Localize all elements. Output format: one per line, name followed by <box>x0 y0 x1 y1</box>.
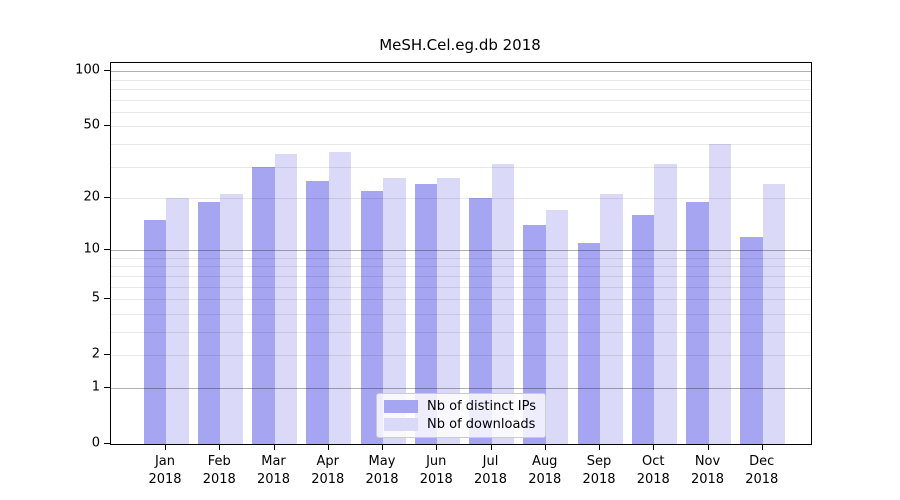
bar-distinct-ips <box>740 236 763 444</box>
x-tick <box>544 444 546 450</box>
legend-swatch-distinct-ips <box>384 400 419 413</box>
bar-distinct-ips <box>577 243 600 444</box>
x-tick-label: Jun 2018 <box>419 454 453 487</box>
legend-label-downloads: Nb of downloads <box>427 417 536 432</box>
y-tick-label: 2 <box>91 346 100 362</box>
y-tick <box>104 386 110 388</box>
x-tick <box>707 444 709 450</box>
y-tick <box>104 70 110 72</box>
x-tick-label: May 2018 <box>365 454 399 487</box>
y-tick <box>104 354 110 356</box>
y-tick-label: 50 <box>83 117 100 133</box>
legend-label-distinct-ips: Nb of distinct IPs <box>427 399 536 414</box>
bar-downloads <box>383 177 406 444</box>
x-tick-label: Mar 2018 <box>256 454 291 487</box>
bar-downloads <box>708 143 731 444</box>
bar-distinct-ips <box>197 201 221 444</box>
x-tick <box>436 444 438 450</box>
y-tick-label: 0 <box>91 435 100 451</box>
x-tick <box>327 444 329 450</box>
x-tick <box>382 444 383 450</box>
bar-distinct-ips <box>523 225 546 444</box>
y-tick-label: 5 <box>91 290 100 306</box>
y-tick-label: 1 <box>91 379 100 395</box>
bar-downloads <box>437 177 460 444</box>
x-tick-label: Dec 2018 <box>745 454 779 487</box>
legend-swatch-downloads <box>384 418 419 431</box>
y-tick <box>104 443 110 444</box>
bar-distinct-ips <box>360 190 383 444</box>
bar-downloads <box>491 163 514 444</box>
chart-title: MeSH.Cel.eg.db 2018 <box>379 36 541 54</box>
bar-downloads <box>600 194 623 444</box>
y-tick-label: 20 <box>83 189 100 205</box>
y-tick <box>104 197 110 198</box>
legend-entry-downloads: Nb of downloads <box>384 417 536 432</box>
bar-distinct-ips <box>631 215 655 444</box>
x-tick-label: Jan 2018 <box>148 454 182 487</box>
bar-downloads <box>274 154 297 444</box>
bar-distinct-ips <box>469 198 492 444</box>
bar-downloads <box>166 198 189 444</box>
y-tick-label: 100 <box>75 62 100 78</box>
bar-distinct-ips <box>414 183 438 444</box>
legend-entry-distinct-ips: Nb of distinct IPs <box>384 399 536 414</box>
bar-distinct-ips <box>686 201 709 444</box>
y-tick <box>104 298 110 300</box>
plot-area: Nb of distinct IPs Nb of downloads <box>110 62 812 445</box>
x-tick-label: Sep 2018 <box>582 454 616 487</box>
bar-downloads <box>545 210 569 444</box>
bar-downloads <box>328 152 352 444</box>
bar-distinct-ips <box>306 180 329 444</box>
x-tick-label: Apr 2018 <box>311 454 345 487</box>
x-tick <box>165 444 166 450</box>
bar-downloads <box>220 194 243 444</box>
x-tick-label: Feb 2018 <box>202 454 236 487</box>
x-tick <box>761 444 763 450</box>
x-tick-label: Aug 2018 <box>528 454 562 487</box>
legend: Nb of distinct IPs Nb of downloads <box>376 393 546 438</box>
x-tick <box>653 444 655 450</box>
bar-distinct-ips <box>143 219 166 444</box>
x-tick-label: Nov 2018 <box>690 454 725 487</box>
bar-downloads <box>654 163 677 444</box>
bar-distinct-ips <box>252 166 275 444</box>
x-tick <box>490 444 492 450</box>
x-tick <box>273 444 275 450</box>
x-tick <box>599 444 600 450</box>
x-tick <box>219 444 221 450</box>
bars-layer <box>111 63 811 444</box>
x-tick-label: Oct 2018 <box>636 454 670 487</box>
x-tick-label: Jul 2018 <box>473 454 508 487</box>
y-tick <box>104 249 110 251</box>
y-tick <box>104 125 110 127</box>
bar-downloads <box>762 183 786 444</box>
y-tick-label: 10 <box>83 241 100 257</box>
